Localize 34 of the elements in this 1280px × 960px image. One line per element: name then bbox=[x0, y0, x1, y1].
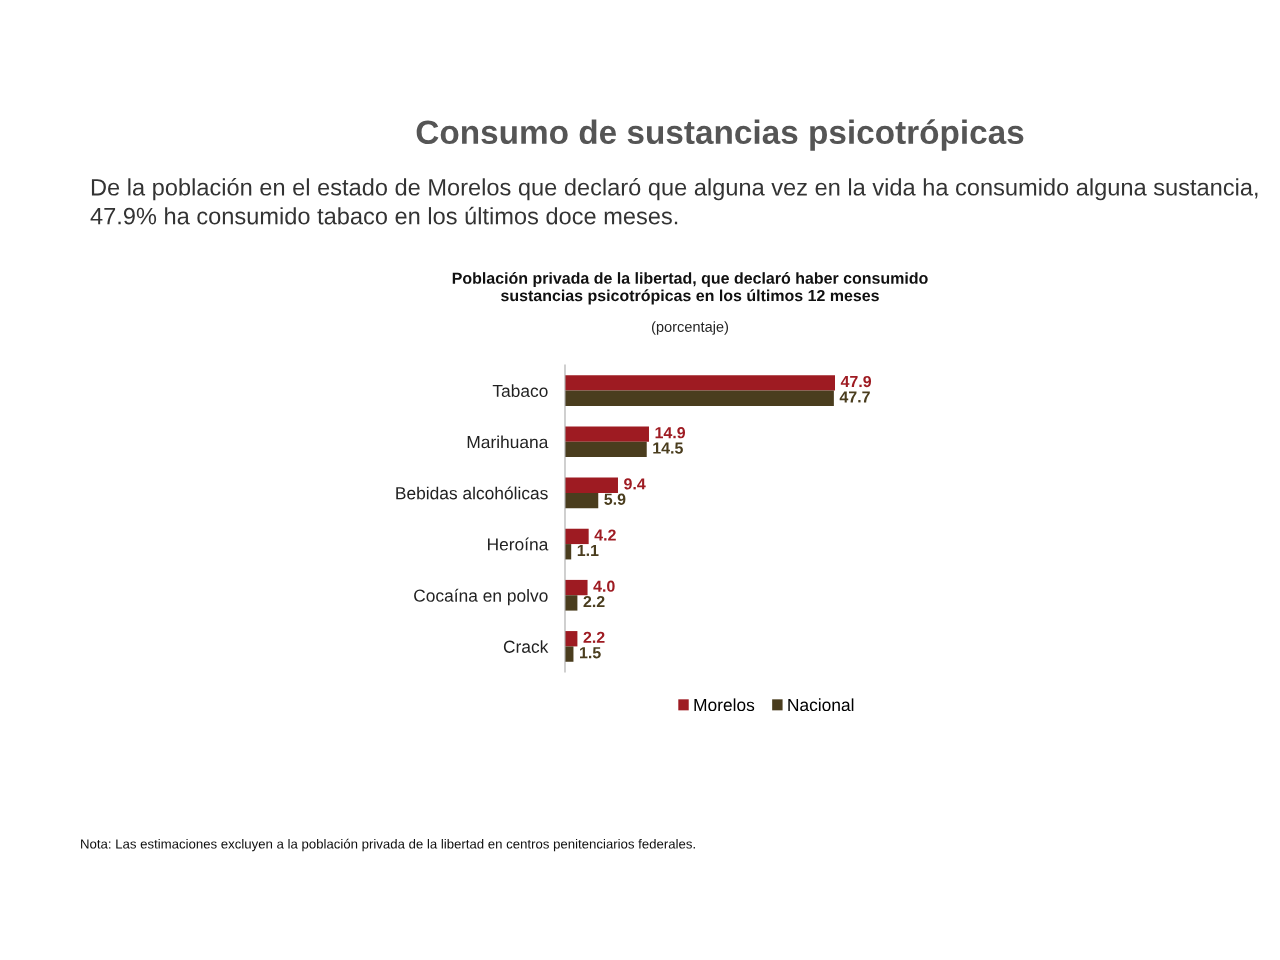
text: De la población en el estado de Morelos que declaró que alguna vez en la vida ha consumido alguna sustancia, 47.9% ha consumido tabaco en los últimos doce meses. bbox=[90, 178, 1258, 225]
text: (porcentaje) bbox=[652, 321, 729, 335]
y-tick-label: Bebidas alcohólicas bbox=[396, 486, 548, 500]
data-label: 1.1 bbox=[577, 544, 599, 556]
chart-subtitle: Población privada de la libertad, que declaró haber consumido sustancias psicotrópicas en los últimos 12 meses bbox=[452, 272, 928, 305]
bar bbox=[565, 595, 578, 611]
bar bbox=[565, 477, 618, 493]
bar bbox=[565, 441, 647, 458]
data-label: 2.2 bbox=[583, 595, 605, 608]
data-label: 2.2 bbox=[583, 631, 605, 643]
data-label: 1.5 bbox=[580, 647, 601, 659]
data-label: 9.4 bbox=[624, 478, 646, 490]
bar bbox=[565, 579, 588, 596]
data-label: 47.9 bbox=[840, 375, 872, 388]
legend-label: Nacional bbox=[788, 698, 854, 712]
y-tick-label: Heroína bbox=[488, 537, 549, 551]
bar bbox=[565, 390, 834, 406]
bar bbox=[565, 375, 835, 391]
legend-label: Morelos bbox=[694, 698, 755, 712]
y-tick-label: Tabaco bbox=[492, 384, 548, 398]
data-label: 4.0 bbox=[593, 580, 615, 592]
bar bbox=[565, 492, 599, 509]
chart-title: Consumo de sustancias psicotrópicas bbox=[416, 119, 1024, 151]
data-label: 14.5 bbox=[653, 442, 683, 454]
y-tick-label: Cocaína en polvo bbox=[414, 588, 548, 606]
bar bbox=[565, 528, 589, 545]
data-label: 14.9 bbox=[655, 427, 686, 439]
text: Nota: Las estimaciones excluyen a la población privada de la libertad en centros penitenciarios federales. bbox=[81, 838, 695, 852]
bar bbox=[565, 426, 649, 442]
y-tick-label: Marihuana bbox=[467, 435, 549, 449]
data-label: 4.2 bbox=[594, 529, 616, 541]
data-label: 5.9 bbox=[604, 493, 626, 505]
y-tick-label: Crack bbox=[503, 640, 549, 653]
data-label: 47.7 bbox=[839, 391, 870, 403]
